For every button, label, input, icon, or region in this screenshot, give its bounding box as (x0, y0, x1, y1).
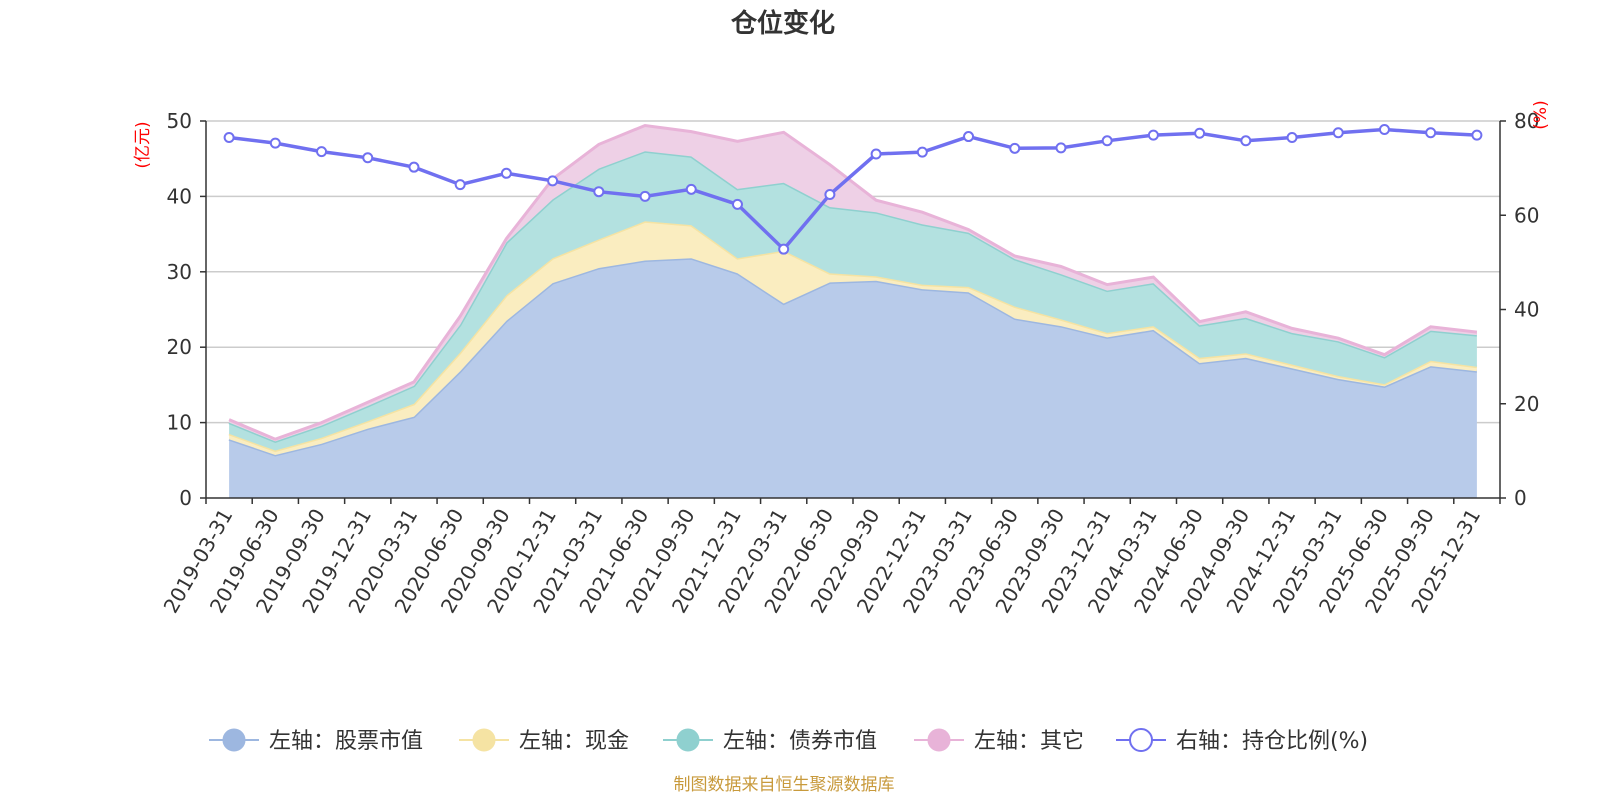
left-axis-tick-label: 30 (167, 260, 192, 284)
area-左轴：债券市值 (229, 151, 1477, 451)
ratio-point (1286, 131, 1298, 143)
legend-label: 左轴：现金 (519, 729, 629, 754)
ratio-point (408, 161, 420, 173)
ratio-point (1471, 129, 1483, 141)
legend-item: 右轴：持仓比例(%) (1116, 728, 1368, 754)
ratio-point (916, 146, 928, 158)
ratio-point (1378, 123, 1390, 135)
source-note: 制图数据来自恒生聚源数据库 (674, 775, 895, 795)
ratio-point (269, 137, 281, 149)
legend-item: 左轴：股票市值 (209, 728, 423, 754)
legend-marker (472, 728, 496, 752)
legend-marker (927, 728, 951, 752)
legend-label: 左轴：股票市值 (269, 729, 423, 754)
right-axis-tick-label: 40 (1514, 298, 1539, 322)
ratio-point (1194, 127, 1206, 139)
area-左轴：现金 (229, 221, 1477, 455)
ratio-point (963, 131, 975, 143)
right-axis-name: (%) (1531, 100, 1551, 129)
ratio-point (870, 148, 882, 160)
ratio-point (778, 243, 790, 255)
area-左轴：其它 (229, 125, 1477, 442)
position-ratio-line-layer (223, 123, 1483, 255)
left-axis-tick-label: 40 (167, 184, 192, 208)
ratio-point (1009, 142, 1021, 154)
left-axis-tick-label: 0 (179, 486, 192, 510)
legend-label: 左轴：债券市值 (723, 729, 877, 754)
ratio-point (1147, 129, 1159, 141)
left-axis-tick-label: 20 (167, 335, 192, 359)
left-axis-tick-label: 50 (167, 109, 192, 133)
ratio-point (500, 167, 512, 179)
left-axis-tick-label: 10 (167, 411, 192, 435)
legend-marker (222, 728, 246, 752)
ratio-point (1332, 127, 1344, 139)
legend-item: 左轴：债券市值 (663, 728, 877, 754)
ratio-line (228, 127, 1477, 252)
ratio-point (454, 179, 466, 191)
right-axis-tick-label: 60 (1514, 203, 1539, 227)
right-axis-tick-label: 80 (1514, 109, 1539, 133)
ratio-point (685, 183, 697, 195)
ratio-point (223, 131, 235, 143)
ratio-point (593, 186, 605, 198)
area-edge-左轴：其它 (228, 123, 1478, 441)
ratio-point (316, 146, 328, 158)
ratio-point (1055, 142, 1067, 154)
area-左轴：股票市值 (229, 258, 1477, 498)
left-axis-name: (亿元) (133, 121, 153, 168)
stacked-areas (228, 123, 1478, 498)
ratio-point (639, 190, 651, 202)
legend-item: 左轴：现金 (459, 728, 629, 754)
right-axis-tick-label: 20 (1514, 392, 1539, 416)
ratio-point (731, 198, 743, 210)
ratio-point (362, 152, 374, 164)
ratio-point (1425, 127, 1437, 139)
legend-label: 左轴：其它 (974, 729, 1084, 754)
ratio-point (1101, 135, 1113, 147)
right-axis-tick-label: 0 (1514, 486, 1527, 510)
ratio-point (547, 175, 559, 187)
legend: 左轴：股票市值 左轴：现金 左轴：债券市值 左轴：其它 右轴：持仓比例(%) (209, 728, 1368, 754)
legend-marker (676, 728, 700, 752)
ratio-point (824, 189, 836, 201)
legend-label: 右轴：持仓比例(%) (1176, 729, 1368, 754)
legend-item: 左轴：其它 (914, 728, 1084, 754)
chart-title: 仓位变化 (730, 8, 835, 39)
ratio-point (1240, 135, 1252, 147)
legend-marker (1129, 728, 1153, 752)
